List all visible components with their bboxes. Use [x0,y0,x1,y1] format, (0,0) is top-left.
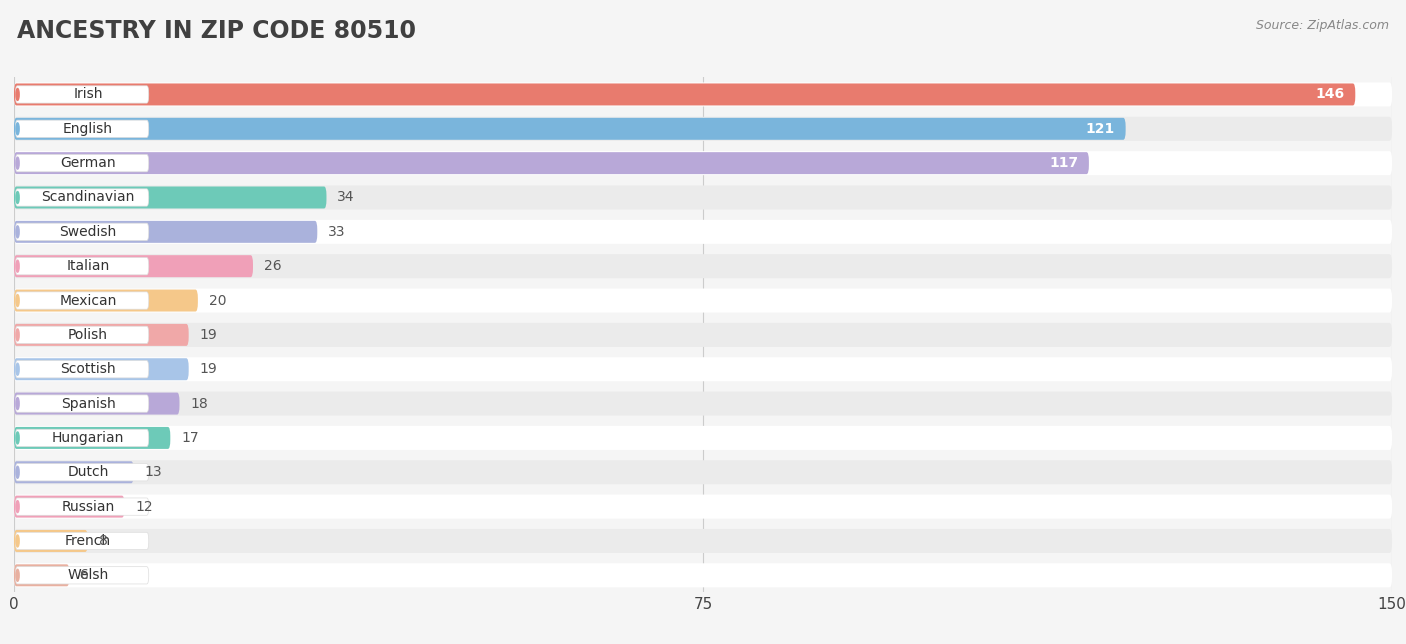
Text: 26: 26 [264,259,281,273]
FancyBboxPatch shape [15,327,149,343]
FancyBboxPatch shape [14,358,188,380]
FancyBboxPatch shape [15,155,149,172]
FancyBboxPatch shape [14,152,1088,174]
Text: 146: 146 [1316,88,1344,102]
FancyBboxPatch shape [15,292,149,309]
FancyBboxPatch shape [14,461,134,483]
Text: Hungarian: Hungarian [52,431,124,445]
FancyBboxPatch shape [15,258,149,275]
FancyBboxPatch shape [15,223,149,240]
Circle shape [15,157,20,169]
FancyBboxPatch shape [14,290,198,312]
FancyBboxPatch shape [14,82,1392,106]
FancyBboxPatch shape [14,393,180,415]
Text: Welsh: Welsh [67,568,108,582]
FancyBboxPatch shape [15,86,149,103]
FancyBboxPatch shape [15,464,149,481]
Circle shape [15,500,20,513]
Text: 6: 6 [80,568,89,582]
Text: 33: 33 [328,225,346,239]
Text: ANCESTRY IN ZIP CODE 80510: ANCESTRY IN ZIP CODE 80510 [17,19,416,43]
FancyBboxPatch shape [15,533,149,549]
FancyBboxPatch shape [14,460,1392,484]
FancyBboxPatch shape [14,529,1392,553]
FancyBboxPatch shape [14,323,1392,347]
Circle shape [15,569,20,582]
FancyBboxPatch shape [14,254,1392,278]
FancyBboxPatch shape [14,530,87,552]
FancyBboxPatch shape [1309,87,1351,102]
FancyBboxPatch shape [15,189,149,206]
FancyBboxPatch shape [14,118,1126,140]
Text: Italian: Italian [66,259,110,273]
Circle shape [15,466,20,478]
FancyBboxPatch shape [14,187,326,209]
Text: Source: ZipAtlas.com: Source: ZipAtlas.com [1256,19,1389,32]
FancyBboxPatch shape [14,426,1392,450]
FancyBboxPatch shape [15,430,149,446]
Text: 13: 13 [145,465,162,479]
Text: 117: 117 [1049,156,1078,170]
Circle shape [15,397,20,410]
Text: Polish: Polish [67,328,108,342]
FancyBboxPatch shape [15,120,149,137]
Text: Scandinavian: Scandinavian [41,191,135,205]
FancyBboxPatch shape [14,117,1392,141]
FancyBboxPatch shape [14,564,69,586]
FancyBboxPatch shape [14,221,318,243]
Text: 19: 19 [200,328,218,342]
Text: 12: 12 [135,500,153,514]
FancyBboxPatch shape [14,357,1392,381]
FancyBboxPatch shape [14,496,124,518]
Circle shape [15,363,20,375]
Text: Mexican: Mexican [59,294,117,308]
Text: Scottish: Scottish [60,362,115,376]
Text: Irish: Irish [73,88,103,102]
Text: English: English [63,122,112,136]
FancyBboxPatch shape [15,361,149,378]
FancyBboxPatch shape [14,84,1355,106]
Text: 19: 19 [200,362,218,376]
Text: 34: 34 [337,191,354,205]
FancyBboxPatch shape [1080,122,1121,136]
FancyBboxPatch shape [14,564,1392,587]
FancyBboxPatch shape [14,392,1392,415]
FancyBboxPatch shape [14,255,253,277]
Text: Swedish: Swedish [59,225,117,239]
Text: Dutch: Dutch [67,465,108,479]
Circle shape [15,123,20,135]
FancyBboxPatch shape [15,395,149,412]
FancyBboxPatch shape [14,427,170,449]
Text: 121: 121 [1085,122,1115,136]
Text: 20: 20 [209,294,226,308]
Circle shape [15,294,20,307]
FancyBboxPatch shape [15,498,149,515]
FancyBboxPatch shape [14,220,1392,244]
FancyBboxPatch shape [14,289,1392,312]
Text: German: German [60,156,115,170]
FancyBboxPatch shape [14,151,1392,175]
Text: 18: 18 [190,397,208,411]
Circle shape [15,191,20,204]
Circle shape [15,226,20,238]
FancyBboxPatch shape [14,495,1392,518]
Text: 8: 8 [98,534,107,548]
Text: Spanish: Spanish [60,397,115,411]
Circle shape [15,432,20,444]
FancyBboxPatch shape [1043,156,1084,171]
Circle shape [15,535,20,547]
FancyBboxPatch shape [14,185,1392,209]
Text: French: French [65,534,111,548]
FancyBboxPatch shape [14,324,188,346]
Circle shape [15,329,20,341]
FancyBboxPatch shape [15,567,149,584]
Text: Russian: Russian [62,500,115,514]
Text: 17: 17 [181,431,198,445]
Circle shape [15,88,20,100]
Circle shape [15,260,20,272]
